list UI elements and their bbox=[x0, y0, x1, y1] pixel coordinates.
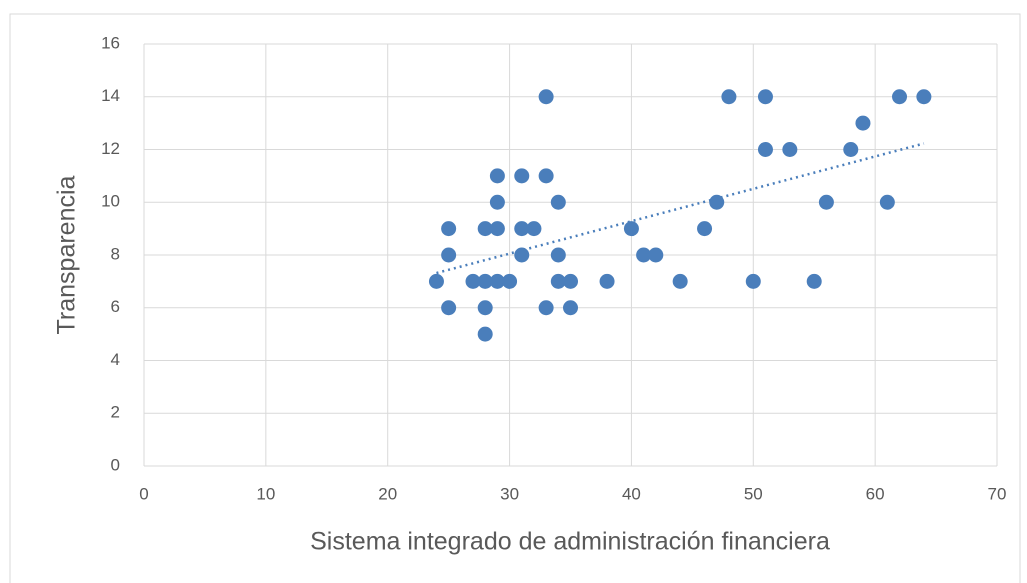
point bbox=[514, 168, 530, 184]
point bbox=[818, 194, 834, 210]
point bbox=[623, 221, 639, 237]
point bbox=[892, 89, 908, 105]
y-tick-label: 12 bbox=[101, 139, 120, 158]
point bbox=[514, 221, 530, 237]
point bbox=[465, 273, 481, 289]
point bbox=[526, 221, 542, 237]
point bbox=[757, 89, 773, 105]
point bbox=[489, 194, 505, 210]
x-tick-label: 10 bbox=[256, 484, 275, 503]
x-axis-title: Sistema integrado de administración fina… bbox=[310, 528, 830, 556]
point bbox=[636, 247, 652, 263]
point bbox=[428, 273, 444, 289]
point bbox=[538, 300, 554, 316]
point bbox=[757, 142, 773, 157]
x-tick-label: 50 bbox=[744, 484, 763, 503]
point bbox=[441, 247, 457, 263]
point bbox=[538, 168, 554, 184]
point bbox=[709, 194, 725, 210]
point bbox=[441, 221, 457, 237]
point bbox=[806, 273, 822, 289]
point bbox=[563, 300, 578, 316]
x-tick-label: 60 bbox=[866, 484, 885, 503]
point bbox=[489, 273, 505, 289]
y-tick-label: 2 bbox=[111, 403, 120, 422]
point bbox=[441, 300, 457, 316]
point bbox=[843, 142, 859, 157]
x-tick-label: 0 bbox=[139, 484, 148, 503]
y-axis-title: Transparencia bbox=[53, 175, 81, 334]
point bbox=[599, 273, 615, 289]
trendline bbox=[436, 142, 925, 275]
point bbox=[855, 115, 871, 131]
y-tick-label: 0 bbox=[111, 455, 120, 474]
y-tick-label: 10 bbox=[101, 192, 120, 211]
point bbox=[721, 89, 737, 105]
point bbox=[745, 273, 761, 289]
y-tick-label: 6 bbox=[111, 297, 120, 316]
y-tick-label: 16 bbox=[101, 33, 120, 52]
point bbox=[502, 273, 518, 289]
point bbox=[697, 221, 713, 237]
point bbox=[648, 247, 664, 263]
point bbox=[514, 247, 530, 263]
point bbox=[550, 273, 566, 289]
point bbox=[477, 326, 493, 342]
point bbox=[550, 247, 566, 263]
point bbox=[879, 194, 895, 210]
point bbox=[550, 194, 566, 210]
point bbox=[489, 221, 505, 237]
y-tick-label: 4 bbox=[111, 350, 120, 369]
point bbox=[477, 221, 493, 237]
point bbox=[477, 300, 493, 316]
x-tick-label: 70 bbox=[988, 484, 1007, 503]
y-tick-label: 8 bbox=[111, 244, 120, 263]
point bbox=[489, 168, 505, 184]
point bbox=[672, 273, 688, 289]
point bbox=[477, 273, 493, 289]
x-tick-label: 40 bbox=[622, 484, 641, 503]
y-tick-label: 14 bbox=[101, 86, 120, 105]
point bbox=[916, 89, 932, 105]
x-tick-label: 30 bbox=[500, 484, 519, 503]
x-tick-label: 20 bbox=[378, 484, 397, 503]
point bbox=[782, 142, 798, 157]
chart-frame bbox=[9, 13, 1021, 583]
point bbox=[563, 273, 578, 289]
point bbox=[538, 89, 554, 105]
